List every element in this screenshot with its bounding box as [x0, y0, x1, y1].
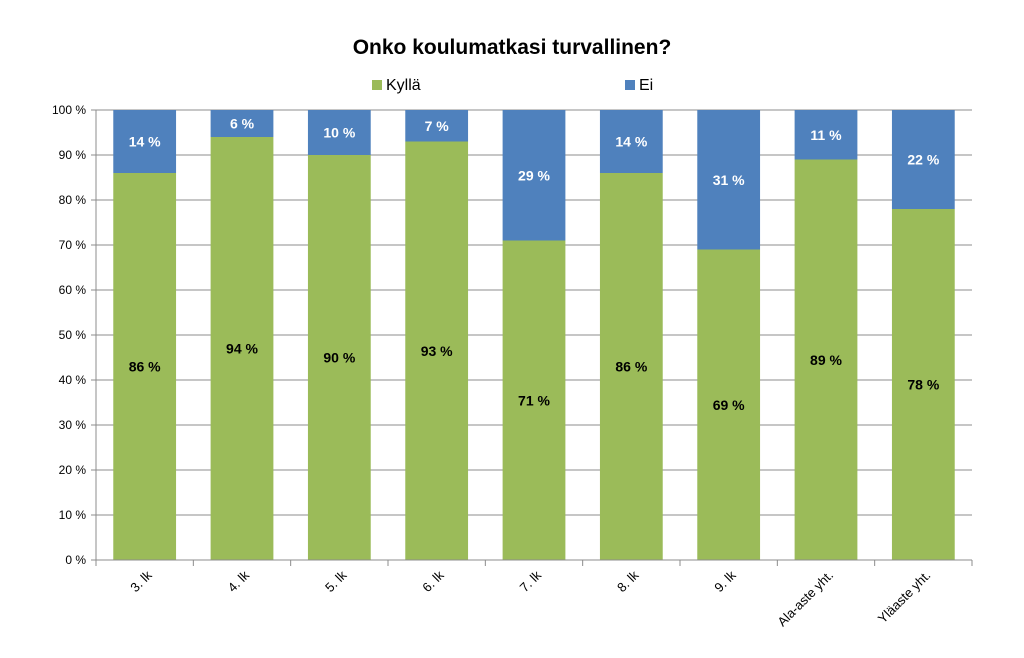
x-tick-label: Ala-aste yht.: [774, 568, 836, 630]
x-tick-label: 3. lk: [127, 567, 155, 595]
data-label: 69 %: [713, 397, 745, 413]
bar-segment-kylla: [697, 249, 761, 560]
data-label: 90 %: [323, 350, 355, 366]
x-tick-label: 4. lk: [225, 567, 253, 595]
data-label: 7 %: [425, 118, 450, 134]
x-tick-label: 5. lk: [322, 567, 350, 595]
data-label: 93 %: [421, 343, 453, 359]
axes: [91, 109, 973, 566]
y-tick-label: 60 %: [59, 283, 87, 297]
data-label: 78 %: [907, 377, 939, 393]
legend-label: Ei: [639, 77, 653, 94]
y-tick-label: 40 %: [59, 373, 87, 387]
bar-segment-kylla: [210, 137, 274, 560]
data-label: 22 %: [907, 152, 939, 168]
bar-segment-ei: [891, 110, 955, 209]
bar-segment-kylla: [794, 159, 858, 560]
y-tick-label: 10 %: [59, 508, 87, 522]
legend-label: Kyllä: [386, 77, 421, 94]
data-label: 86 %: [615, 359, 647, 375]
bar-segment-ei: [794, 110, 858, 160]
x-tick-label: 6. lk: [419, 567, 447, 595]
bar-segment-kylla: [502, 240, 566, 560]
data-label: 89 %: [810, 352, 842, 368]
bar-segment-ei: [405, 110, 469, 142]
bar-segment-kylla: [307, 155, 371, 560]
x-tick-label: 7. lk: [517, 567, 545, 595]
y-tick-label: 80 %: [59, 193, 87, 207]
bar-segment-ei: [599, 110, 663, 173]
bar-segment-kylla: [891, 209, 955, 560]
bar-segment-ei: [210, 110, 274, 137]
x-axis-ticks: 3. lk 4. lk 5. lk 6. lk 7. lk 8. lk 9. lk Ala-a…: [127, 567, 933, 629]
y-tick-label: 70 %: [59, 238, 87, 252]
legend: Kyllä Ei: [372, 77, 653, 94]
bar-segment-ei: [502, 110, 566, 241]
chart-title: Onko koulumatkasi turvallinen?: [353, 36, 672, 59]
x-tick-label: Yläaste yht.: [875, 568, 934, 627]
data-label: 10 %: [323, 125, 355, 141]
data-label: 29 %: [518, 167, 550, 183]
data-label: 31 %: [713, 172, 745, 188]
bars: [113, 110, 955, 560]
y-tick-label: 100 %: [52, 103, 86, 117]
data-label: 14 %: [129, 134, 161, 150]
bar-segment-kylla: [113, 173, 177, 560]
data-label: 71 %: [518, 392, 550, 408]
y-tick-label: 30 %: [59, 418, 87, 432]
y-tick-label: 50 %: [59, 328, 87, 342]
bar-segment-kylla: [405, 141, 469, 560]
data-label: 14 %: [615, 134, 647, 150]
bar-segment-ei: [697, 110, 761, 250]
x-tick-label: 8. lk: [614, 567, 642, 595]
data-label: 86 %: [129, 359, 161, 375]
data-label: 6 %: [230, 116, 255, 132]
bar-segment-kylla: [599, 173, 663, 560]
data-label: 94 %: [226, 341, 258, 357]
data-labels: 86 % 14 % 94 % 6 % 90 % 10 % 93 % 7 % 71 % 29 % 86…: [129, 116, 940, 413]
legend-swatch: [372, 80, 382, 90]
legend-swatch: [625, 80, 635, 90]
bar-segment-ei: [113, 110, 177, 173]
y-tick-label: 90 %: [59, 148, 87, 162]
y-tick-label: 20 %: [59, 463, 87, 477]
y-tick-label: 0 %: [65, 553, 86, 567]
x-tick-label: 9. lk: [711, 567, 739, 595]
y-axis-ticks: 0 % 10 % 20 % 30 % 40 % 50 % 60 % 70 % 80 % 90 % 1…: [52, 103, 86, 567]
data-label: 11 %: [810, 127, 842, 143]
bar-segment-ei: [307, 110, 371, 155]
